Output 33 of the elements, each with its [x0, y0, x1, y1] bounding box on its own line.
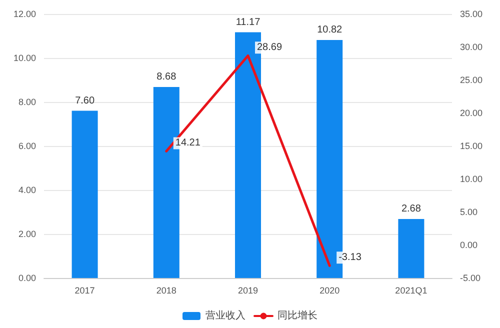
x-tick-label: 2017: [74, 286, 95, 296]
y-tick-label: 10.00: [13, 53, 36, 63]
bar: [72, 110, 98, 278]
data-label: 7.60: [75, 95, 95, 106]
y2-tick-label: 0.00: [460, 240, 478, 250]
y2-tick-label: 35.00: [460, 9, 483, 19]
data-label: -3.13: [338, 252, 362, 264]
data-label: 10.82: [317, 24, 343, 36]
y2-tick-label: 30.00: [460, 42, 483, 52]
legend-label: 营业收入: [206, 310, 246, 322]
bar: [398, 219, 424, 278]
x-tick-label: 2020: [320, 286, 340, 296]
y2-tick-label: 5.00: [460, 207, 478, 217]
y-tick-label: 2.00: [18, 229, 36, 239]
y-tick-label: 4.00: [18, 185, 36, 195]
y-tick-label: 12.00: [13, 9, 36, 19]
y2-tick-label: 15.00: [460, 141, 483, 151]
x-tick-label: 2019: [238, 286, 258, 296]
x-tick-label: 2021Q1: [395, 286, 428, 296]
y-tick-label: 6.00: [18, 141, 36, 151]
data-label: 14.21: [175, 138, 201, 149]
data-label: 11.17: [236, 16, 261, 28]
y2-tick-label: 10.00: [460, 174, 483, 184]
y-tick-label: 8.00: [18, 97, 36, 107]
x-tick-label: 2018: [156, 286, 176, 296]
data-label: 2.68: [401, 204, 422, 215]
legend-label: 同比增长: [278, 310, 318, 322]
y2-tick-label: 25.00: [460, 75, 483, 85]
y2-tick-label: 20.00: [460, 108, 483, 118]
y2-tick-label: -5.00: [460, 273, 481, 283]
data-label: 8.68: [156, 72, 177, 83]
data-label: 28.69: [257, 42, 282, 54]
y-tick-label: 0.00: [18, 273, 36, 283]
